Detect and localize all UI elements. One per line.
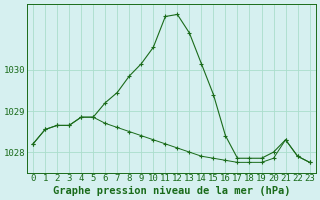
X-axis label: Graphe pression niveau de la mer (hPa): Graphe pression niveau de la mer (hPa)	[52, 186, 290, 196]
